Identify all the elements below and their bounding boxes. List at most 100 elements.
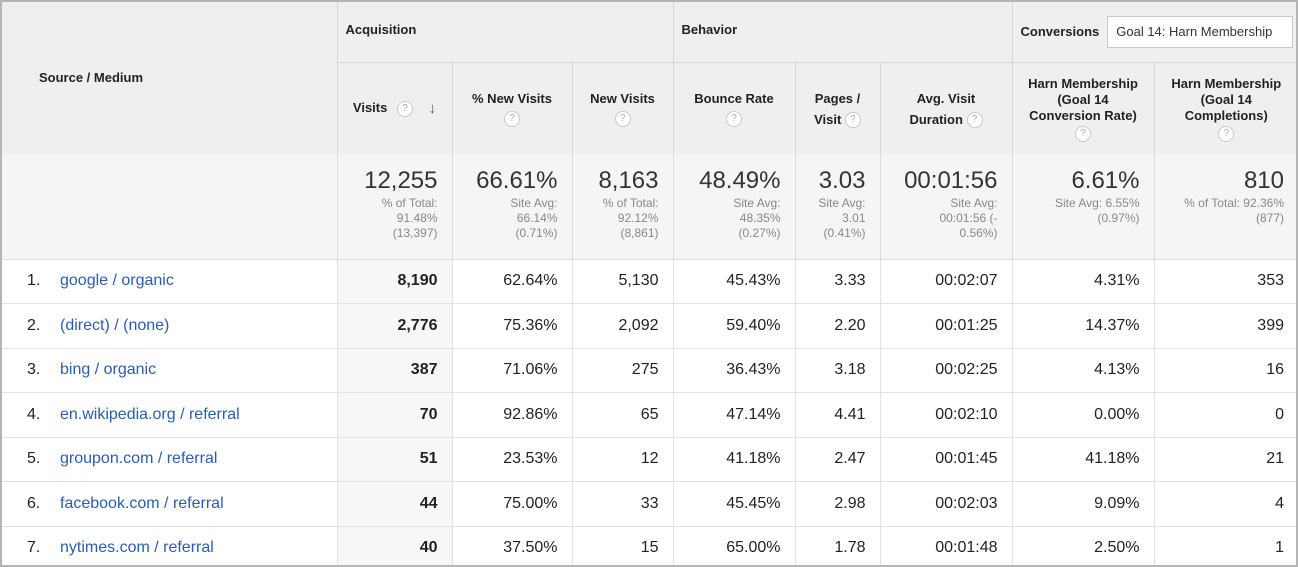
- cell-pct-new-visits: 92.86%: [451, 392, 572, 438]
- total-value: 00:01:56: [904, 167, 998, 194]
- source-medium-link[interactable]: nytimes.com / referral: [60, 539, 214, 557]
- cell-avg-duration: 00:01:48: [879, 526, 1012, 565]
- total-sub: 48.35%: [739, 211, 781, 225]
- cell-new-visits: 15: [571, 526, 673, 565]
- col-completions[interactable]: Harn Membership (Goal 14 Completions) ?: [1153, 62, 1296, 155]
- help-icon[interactable]: ?: [614, 110, 631, 127]
- row-rank: 2.: [27, 316, 41, 334]
- goal-select-dropdown[interactable]: Goal 14: Harn Membership: [1107, 15, 1294, 48]
- acquisition-label: Acquisition: [345, 22, 417, 37]
- cell-new-visits: 2,092: [571, 303, 673, 349]
- cell-conversion-rate: 0.00%: [1011, 392, 1154, 438]
- total-completions: 810 % of Total: 92.36% (877): [1153, 155, 1296, 260]
- source-medium-label: Source / Medium: [39, 70, 144, 85]
- cell-avg-duration: 00:02:03: [879, 481, 1012, 527]
- total-value: 810: [1243, 167, 1284, 194]
- col-completions-label-3: Completions): [1184, 107, 1268, 123]
- col-avg-duration-label-2: Duration: [909, 111, 963, 127]
- cell-bounce-rate: 41.18%: [672, 437, 795, 482]
- total-sub: 00:01:56 (-: [939, 211, 998, 225]
- cell-completions: 353: [1153, 259, 1296, 304]
- row-rank: 6.: [27, 494, 41, 512]
- help-icon[interactable]: ?: [1218, 125, 1235, 142]
- cell-completions: 399: [1153, 303, 1296, 349]
- total-sub: (0.97%): [1097, 211, 1140, 225]
- sort-descending-icon[interactable]: ↓: [428, 100, 437, 118]
- cell-bounce-rate: 36.43%: [672, 348, 795, 393]
- col-visits[interactable]: Visits ? ↓: [336, 62, 452, 155]
- cell-completions: 0: [1153, 392, 1296, 438]
- header-source-medium[interactable]: Source / Medium: [2, 2, 337, 155]
- total-sub: 3.01: [842, 211, 866, 225]
- source-medium-link[interactable]: (direct) / (none): [60, 316, 170, 334]
- cell-source-medium: 4. en.wikipedia.org / referral: [2, 392, 337, 438]
- total-value: 8,163: [598, 167, 659, 194]
- cell-pages-visit: 1.78: [794, 526, 880, 565]
- help-icon[interactable]: ?: [844, 112, 861, 129]
- cell-new-visits: 12: [571, 437, 673, 482]
- help-icon[interactable]: ?: [726, 110, 742, 127]
- total-new-visits: 8,163 % of Total: 92.12% (8,861): [571, 155, 673, 260]
- col-visits-label: Visits: [352, 100, 388, 116]
- total-sub: (877): [1255, 211, 1284, 225]
- total-bounce-rate: 48.49% Site Avg: 48.35% (0.27%): [672, 155, 795, 260]
- cell-new-visits: 5,130: [571, 259, 673, 304]
- cell-pct-new-visits: 62.64%: [451, 259, 572, 304]
- cell-avg-duration: 00:01:25: [879, 303, 1012, 349]
- cell-source-medium: 5. groupon.com / referral: [2, 437, 337, 482]
- source-medium-link[interactable]: groupon.com / referral: [60, 450, 218, 468]
- total-sub: (13,397): [392, 226, 438, 240]
- source-medium-link[interactable]: en.wikipedia.org / referral: [60, 405, 240, 423]
- col-avg-duration-label-1: Avg. Visit: [916, 90, 976, 106]
- group-acquisition: Acquisition: [336, 2, 673, 63]
- col-completions-label-2: (Goal 14: [1200, 91, 1252, 107]
- col-conv-rate-label-2: (Goal 14: [1057, 91, 1109, 107]
- total-value: 66.61%: [476, 167, 558, 194]
- help-icon[interactable]: ?: [1075, 125, 1091, 142]
- total-sub: Site Avg:: [950, 196, 998, 210]
- col-pages-visit[interactable]: Pages / Visit ?: [794, 62, 880, 155]
- col-completions-label-1: Harn Membership: [1171, 75, 1282, 91]
- total-sub: % of Total:: [602, 196, 659, 210]
- total-sub: Site Avg:: [818, 196, 866, 210]
- col-new-visits[interactable]: New Visits ?: [571, 62, 673, 155]
- col-conv-rate-label-1: Harn Membership: [1028, 75, 1138, 91]
- total-sub: (0.41%): [823, 226, 866, 240]
- cell-source-medium: 6. facebook.com / referral: [2, 481, 337, 527]
- total-sub: 0.56%): [959, 226, 998, 240]
- total-value: 12,255: [364, 167, 438, 194]
- source-medium-link[interactable]: facebook.com / referral: [60, 494, 224, 512]
- source-medium-link[interactable]: google / organic: [60, 272, 174, 290]
- col-avg-visit-duration[interactable]: Avg. Visit Duration ?: [879, 62, 1012, 155]
- help-icon[interactable]: ?: [966, 112, 983, 129]
- total-sub: 91.48%: [396, 211, 438, 225]
- help-icon[interactable]: ?: [504, 110, 520, 127]
- row-rank: 1.: [27, 272, 41, 290]
- col-pages-visit-label-2: Visit: [814, 111, 842, 127]
- cell-conversion-rate: 14.37%: [1011, 303, 1154, 349]
- col-bounce-rate[interactable]: Bounce Rate ?: [672, 62, 795, 155]
- col-pct-new-visits[interactable]: % New Visits ?: [451, 62, 572, 155]
- cell-pages-visit: 2.47: [794, 437, 880, 482]
- total-value: 6.61%: [1071, 167, 1140, 194]
- cell-avg-duration: 00:02:10: [879, 392, 1012, 438]
- cell-visits: 8,190: [336, 259, 452, 304]
- group-conversions: Conversions Goal 14: Harn Membership: [1011, 2, 1296, 63]
- cell-pct-new-visits: 75.36%: [451, 303, 572, 349]
- cell-new-visits: 275: [571, 348, 673, 393]
- help-icon[interactable]: ?: [396, 101, 413, 118]
- cell-completions: 21: [1153, 437, 1296, 482]
- row-rank: 3.: [27, 361, 41, 379]
- data-rows: 1. google / organic 8,190 62.64% 5,130 45.43%…: [2, 259, 1296, 565]
- total-sub: % of Total: 92.36%: [1184, 196, 1284, 210]
- source-medium-link[interactable]: bing / organic: [60, 361, 157, 379]
- table-row: 6. facebook.com / referral 44 75.00% 33 45.45…: [2, 481, 1296, 527]
- cell-bounce-rate: 45.43%: [672, 259, 795, 304]
- cell-visits: 70: [336, 392, 452, 438]
- total-value: 48.49%: [699, 167, 781, 194]
- group-behavior: Behavior: [672, 2, 1012, 63]
- total-sub: Site Avg:: [733, 196, 781, 210]
- col-conversion-rate[interactable]: Harn Membership (Goal 14 Conversion Rate…: [1011, 62, 1154, 155]
- cell-conversion-rate: 2.50%: [1011, 526, 1154, 565]
